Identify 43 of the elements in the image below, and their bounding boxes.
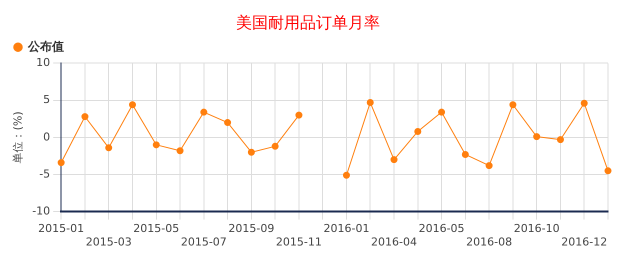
point	[486, 162, 493, 170]
point	[176, 147, 184, 154]
point	[200, 108, 208, 116]
x-tick-label: 2015-11	[276, 235, 322, 248]
y-tick-label: 5	[43, 93, 50, 106]
point	[390, 156, 398, 164]
y-axis-title: 单位：(%)	[11, 111, 24, 164]
point	[224, 119, 232, 126]
x-tick-label: 2016-10	[514, 222, 560, 236]
x-tick-label: 2016-12	[561, 235, 608, 248]
point	[105, 144, 112, 152]
legend-label: 公布值	[27, 39, 64, 54]
y-tick-label: 10	[36, 56, 50, 70]
point	[81, 113, 88, 120]
x-tick-label: 2015-05	[133, 222, 180, 236]
point	[366, 99, 374, 106]
x-tick-label: 2016-01	[323, 222, 370, 236]
x-tick-label: 2016-05	[418, 222, 465, 236]
x-tick-label: 2015-01	[38, 222, 84, 236]
point	[438, 108, 446, 116]
point	[414, 128, 422, 135]
point	[152, 141, 160, 148]
x-tick-label: 2015-07	[180, 235, 227, 248]
point	[509, 101, 516, 108]
x-tick-label: 2016-08	[466, 235, 512, 248]
x-tick-label: 2015-09	[228, 222, 274, 236]
x-tick-label: 2015-03	[86, 235, 132, 248]
point	[58, 159, 65, 166]
y-tick-label: -10	[32, 204, 50, 218]
y-tick-label: 0	[43, 130, 50, 144]
chart-title: 美国耐用品订单月率	[236, 12, 380, 32]
y-tick-label: -5	[39, 167, 50, 180]
point	[533, 133, 540, 140]
point	[604, 167, 612, 174]
point	[462, 150, 469, 158]
point	[128, 101, 136, 108]
point	[556, 136, 564, 144]
point	[295, 112, 302, 119]
x-tick-label: 2016-04	[371, 235, 418, 248]
point	[272, 142, 279, 150]
point	[342, 172, 350, 179]
point	[580, 100, 588, 107]
point	[248, 148, 255, 156]
